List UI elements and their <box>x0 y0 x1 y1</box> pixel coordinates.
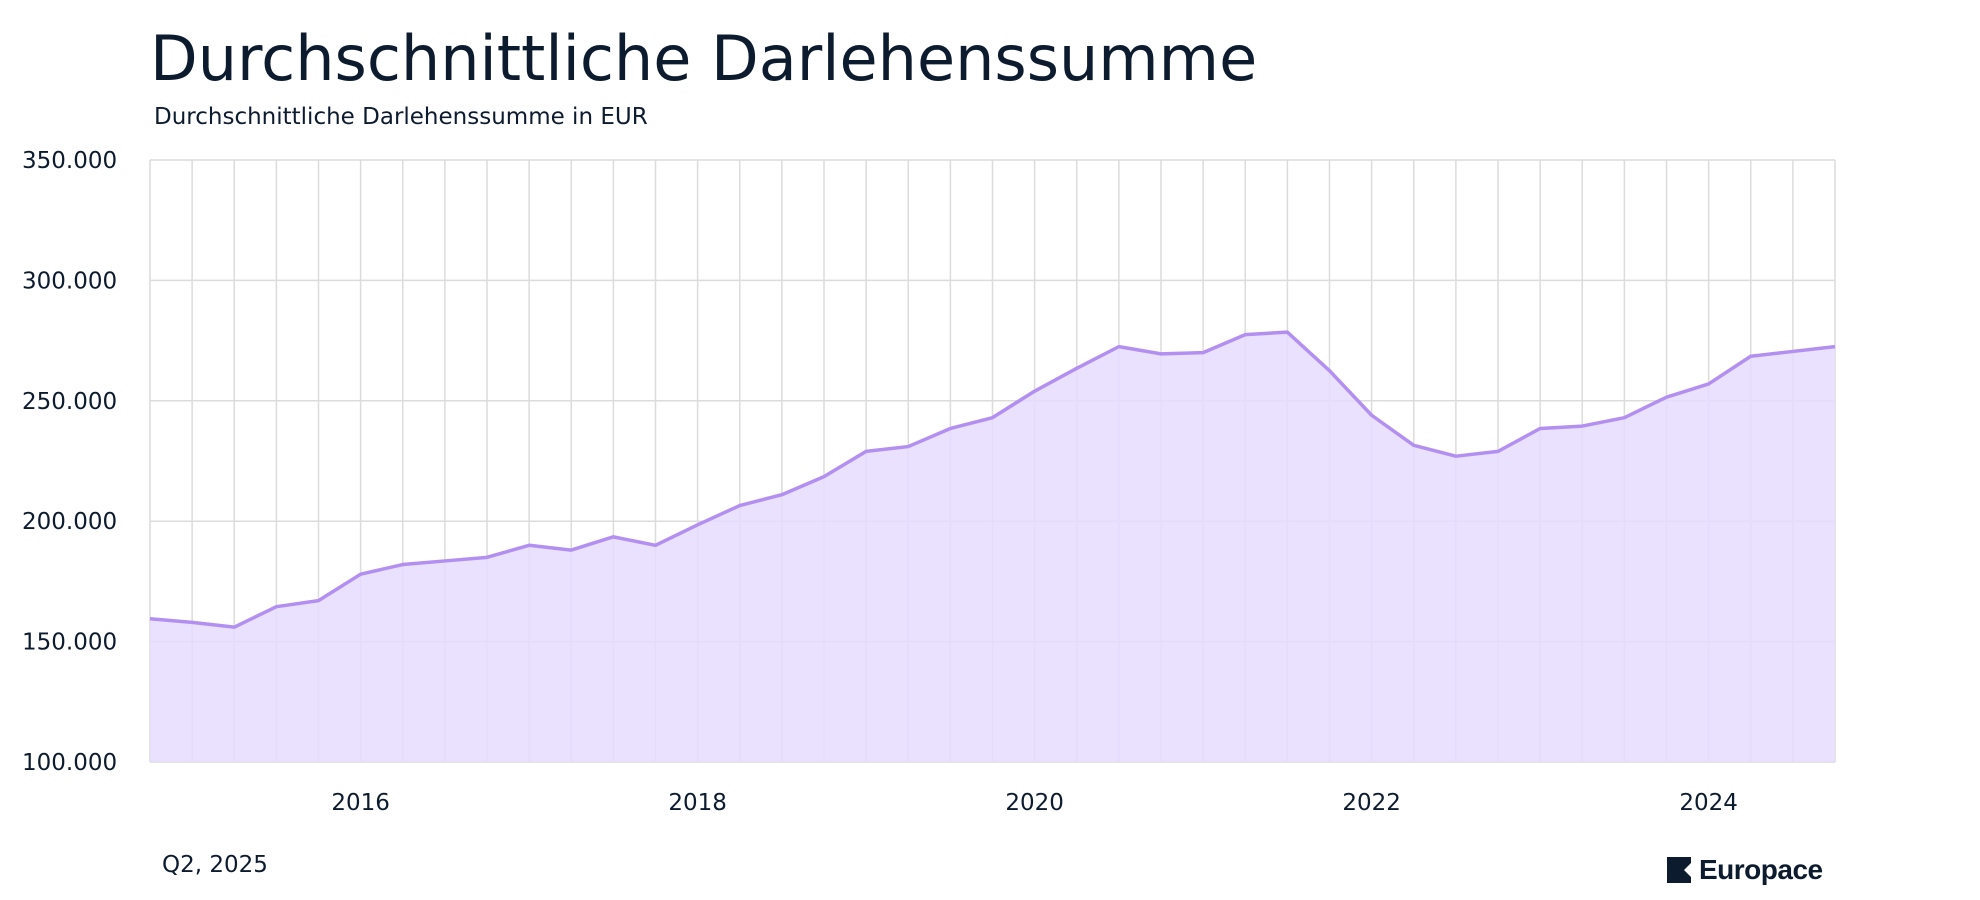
data-point <box>1412 443 1416 447</box>
y-tick-label: 100.000 <box>22 750 117 776</box>
area-fill <box>150 332 1835 762</box>
data-point <box>654 543 658 547</box>
data-point <box>148 617 152 621</box>
data-point <box>1159 352 1163 356</box>
axis-labels: 100.000 150.000 200.000 250.000 300.000 350.0… <box>22 148 1738 816</box>
data-point <box>1243 333 1247 337</box>
data-point <box>274 605 278 609</box>
data-point <box>1328 369 1332 373</box>
data-point <box>1538 426 1542 430</box>
data-point <box>443 559 447 563</box>
data-point <box>780 493 784 497</box>
data-point <box>359 572 363 576</box>
data-point <box>906 445 910 449</box>
series-line <box>149 330 1836 629</box>
area-chart: 100.000 150.000 200.000 250.000 300.000 350.0… <box>22 148 1837 816</box>
x-tick-label: 2020 <box>1005 790 1064 816</box>
data-point <box>1791 349 1795 353</box>
date-label: Q2, 2025 <box>162 852 268 878</box>
y-tick-label: 300.000 <box>22 268 117 294</box>
data-point <box>1622 416 1626 420</box>
data-point <box>1117 345 1121 349</box>
x-tick-label: 2018 <box>668 790 727 816</box>
europace-logo-icon <box>1667 857 1691 883</box>
data-point <box>1201 351 1205 355</box>
data-point <box>738 504 742 508</box>
data-point <box>527 543 531 547</box>
data-point <box>991 416 995 420</box>
data-point <box>864 449 868 453</box>
y-tick-label: 200.000 <box>22 509 117 535</box>
data-point <box>822 475 826 479</box>
x-tick-label: 2016 <box>331 790 390 816</box>
y-tick-label: 250.000 <box>22 389 117 415</box>
data-point <box>317 599 321 603</box>
x-tick-label: 2022 <box>1342 790 1401 816</box>
data-point <box>190 620 194 624</box>
chart-subtitle: Durchschnittliche Darlehenssumme in EUR <box>154 104 648 130</box>
data-point <box>1833 345 1837 349</box>
data-point <box>948 426 952 430</box>
data-point <box>1707 382 1711 386</box>
data-point <box>401 563 405 567</box>
data-point <box>696 523 700 527</box>
chart-title: Durchschnittliche Darlehenssumme <box>150 22 1258 95</box>
data-point <box>485 555 489 559</box>
data-point <box>1454 454 1458 458</box>
data-point <box>1580 424 1584 428</box>
data-point <box>1285 330 1289 334</box>
y-tick-label: 150.000 <box>22 630 117 656</box>
data-point <box>1075 366 1079 370</box>
data-point <box>1749 354 1753 358</box>
data-point <box>232 625 236 629</box>
data-point <box>569 548 573 552</box>
x-tick-label: 2024 <box>1679 790 1738 816</box>
data-point <box>1665 395 1669 399</box>
data-point <box>1370 413 1374 417</box>
y-tick-label: 350.000 <box>22 148 117 174</box>
brand-logo: Europace <box>1667 854 1823 886</box>
area-series <box>148 330 1837 762</box>
data-point <box>611 535 615 539</box>
data-point <box>1033 389 1037 393</box>
brand-name: Europace <box>1699 854 1823 885</box>
data-point <box>1496 449 1500 453</box>
